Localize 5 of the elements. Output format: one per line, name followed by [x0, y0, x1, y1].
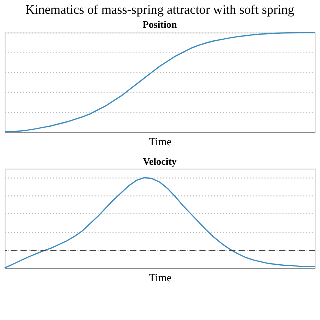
x-axis-title: Time: [149, 272, 172, 285]
chart-title: Velocity: [143, 156, 177, 168]
chart-subtitle: Position: [142, 20, 178, 32]
chart-title: Kinematics of mass-spring attractor with soft spring: [26, 2, 295, 18]
x-axis-title: Time: [149, 136, 172, 148]
